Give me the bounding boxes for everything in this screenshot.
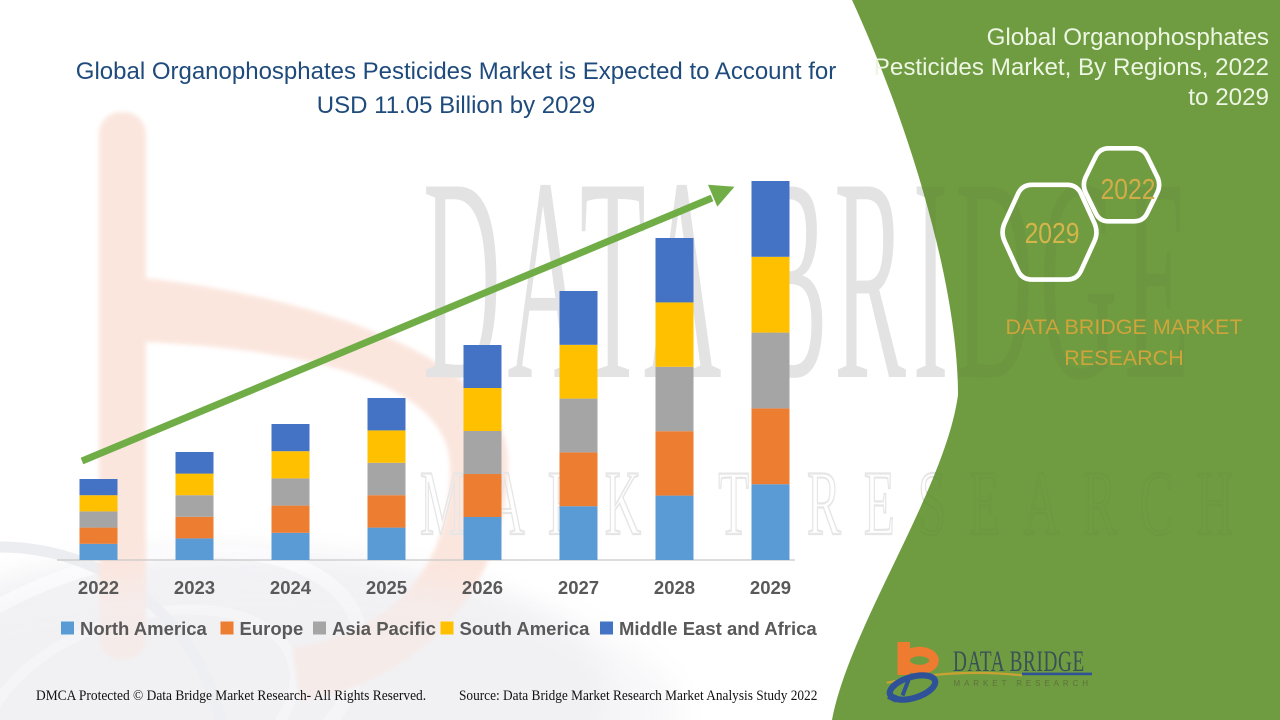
svg-text:Asia Pacific: Asia Pacific — [332, 618, 436, 639]
svg-text:2023: 2023 — [174, 577, 215, 598]
svg-text:DMCA Protected © Data Bridge M: DMCA Protected © Data Bridge Market Rese… — [36, 689, 426, 705]
svg-text:DATA BRIDGE: DATA BRIDGE — [953, 646, 1085, 678]
svg-text:Source: Data Bridge Market Res: Source: Data Bridge Market Research Mark… — [459, 689, 817, 705]
svg-text:DATA BRIDGE MARKET: DATA BRIDGE MARKET — [1006, 315, 1243, 339]
svg-text:2026: 2026 — [462, 577, 503, 598]
svg-text:Pesticides Market, By Regions,: Pesticides Market, By Regions, 2022 — [874, 54, 1269, 81]
svg-text:South America: South America — [460, 618, 591, 639]
svg-text:North America: North America — [80, 618, 208, 639]
svg-text:2024: 2024 — [270, 577, 312, 598]
svg-text:USD 11.05 Billion by 2029: USD 11.05 Billion by 2029 — [317, 92, 595, 119]
svg-text:2022: 2022 — [1101, 173, 1156, 205]
svg-text:Europe: Europe — [240, 618, 304, 639]
svg-text:2029: 2029 — [750, 577, 791, 598]
svg-text:Middle East and Africa: Middle East and Africa — [619, 618, 817, 639]
svg-text:Global Organophosphates: Global Organophosphates — [987, 24, 1269, 51]
svg-text:RESEARCH: RESEARCH — [1064, 346, 1183, 370]
svg-text:2022: 2022 — [78, 577, 119, 598]
svg-text:to 2029: to 2029 — [1188, 84, 1269, 111]
svg-text:2029: 2029 — [1025, 217, 1080, 249]
svg-text:2028: 2028 — [654, 577, 695, 598]
svg-text:MARKET RESEARCH: MARKET RESEARCH — [954, 679, 1092, 688]
svg-text:2027: 2027 — [558, 577, 599, 598]
svg-text:Global Organophosphates Pestic: Global Organophosphates Pesticides Marke… — [76, 58, 836, 85]
svg-text:2025: 2025 — [366, 577, 407, 598]
